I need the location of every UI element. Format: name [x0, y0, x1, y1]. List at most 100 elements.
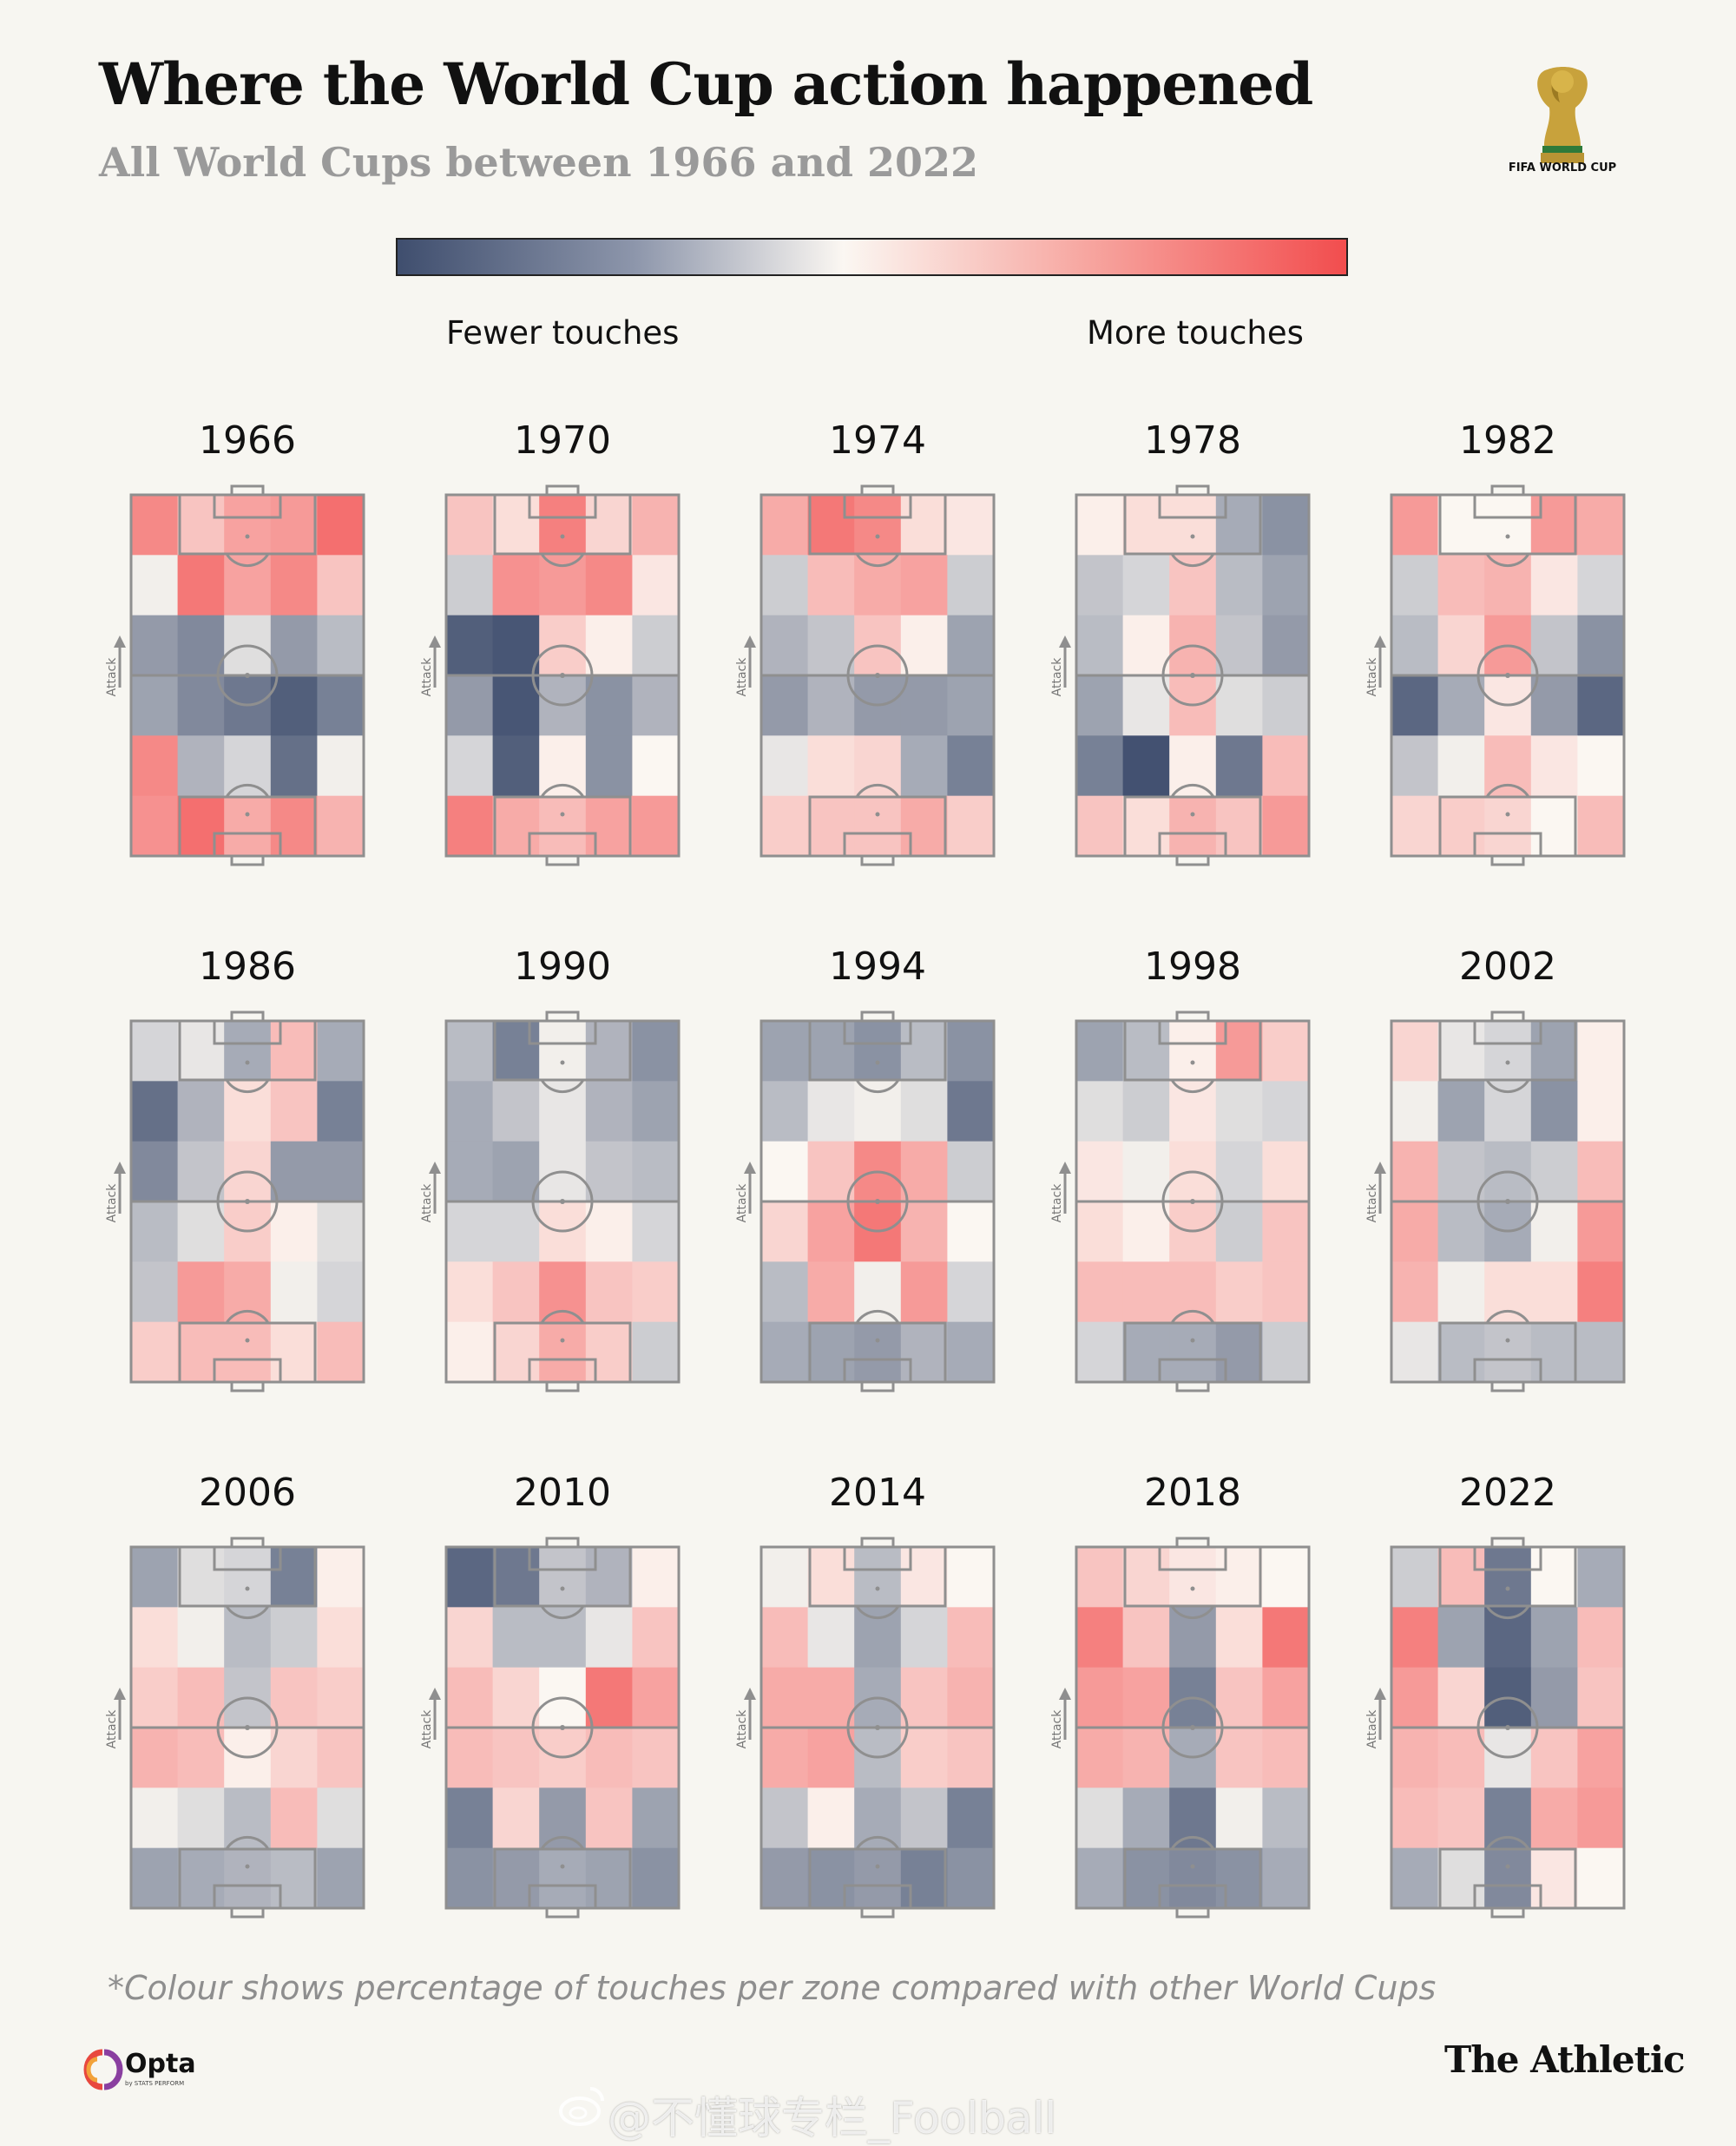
zone-cell — [270, 675, 318, 736]
the-athletic-logo: The Athletic — [1444, 2038, 1686, 2081]
zone-cell — [1391, 555, 1439, 616]
penalty-arc — [1485, 1309, 1530, 1324]
goal — [860, 1010, 895, 1023]
zone-cell — [446, 1728, 494, 1788]
zone-cell — [131, 495, 179, 556]
penalty-arc — [540, 783, 585, 798]
zone-cell — [1076, 1667, 1124, 1728]
pitch-2018: 2018 Attack — [1050, 1471, 1311, 1919]
zone-cell — [761, 615, 809, 676]
zone-cell — [177, 615, 225, 676]
zone-cell — [224, 555, 272, 616]
penalty-spot — [875, 534, 880, 539]
zone-cell — [1437, 1201, 1485, 1262]
zone-cell — [1437, 495, 1485, 556]
zone-cell — [1122, 1728, 1170, 1788]
pitch-1966: 1966 Attack — [105, 418, 365, 866]
pitch-1994: 1994 Attack — [735, 945, 996, 1392]
zone-cell — [1530, 795, 1578, 857]
zone-cell — [947, 1141, 995, 1202]
zone-cell — [1215, 1847, 1263, 1909]
zone-cell — [585, 1021, 633, 1082]
penalty-arc — [1485, 1079, 1530, 1094]
zone-cell — [1122, 1261, 1170, 1323]
zone-cell — [900, 675, 948, 736]
zone-cell — [947, 1547, 995, 1608]
zone-cell — [1530, 1547, 1578, 1608]
zone-cell — [947, 615, 995, 676]
zone-cell — [1391, 1141, 1439, 1202]
zone-cell — [900, 615, 948, 676]
zone-cell — [585, 1547, 633, 1608]
zone-cell — [539, 1607, 587, 1669]
zone-cell — [317, 735, 365, 797]
zone-cell — [270, 1547, 318, 1608]
zone-cell — [492, 1261, 540, 1323]
attack-label: Attack — [1365, 657, 1379, 697]
zone-cell — [1530, 1081, 1578, 1142]
zone-cell — [632, 1607, 680, 1669]
zone-cell — [1262, 1787, 1310, 1849]
zone-cell — [131, 795, 179, 857]
zone-cell — [807, 1321, 855, 1383]
zone-cell — [539, 795, 587, 857]
zone-cell — [585, 1201, 633, 1262]
zone-cell — [270, 1847, 318, 1909]
zone-cell — [585, 1667, 633, 1728]
attack-label: Attack — [420, 1709, 434, 1749]
attack-arrow-head — [429, 635, 441, 648]
attack-arrow-head — [1059, 635, 1071, 648]
zone-cell — [270, 555, 318, 616]
zone-cell — [446, 675, 494, 736]
zone-cell — [1437, 615, 1485, 676]
zone-cell — [446, 1261, 494, 1323]
zone-cell — [947, 795, 995, 857]
zone-cell — [900, 495, 948, 556]
penalty-spot — [560, 1586, 565, 1591]
zone-cell — [1437, 555, 1485, 616]
zone-cell — [632, 1021, 680, 1082]
zone-cell — [1076, 1081, 1124, 1142]
zone-cell — [492, 1321, 540, 1383]
zone-cell — [1437, 735, 1485, 797]
penalty-arc — [225, 1605, 270, 1620]
zone-cell — [270, 795, 318, 857]
zone-cell — [807, 1547, 855, 1608]
zone-cell — [317, 1847, 365, 1909]
zone-cell — [492, 795, 540, 857]
zone-cell — [539, 1321, 587, 1383]
zone-cell — [1484, 1607, 1532, 1669]
penalty-spot — [1505, 534, 1510, 539]
zone-cell — [1076, 795, 1124, 857]
zone-cell — [224, 735, 272, 797]
attack-arrow-head — [1059, 1688, 1071, 1700]
zone-cell — [761, 1728, 809, 1788]
world-cup-logo-text: FIFA WORLD CUP — [1508, 161, 1617, 174]
penalty-arc — [225, 1835, 270, 1850]
zone-cell — [270, 1607, 318, 1669]
zone-cell — [1076, 1201, 1124, 1262]
zone-cell — [1391, 1607, 1439, 1669]
footnote: *Colour shows percentage of touches per … — [108, 1969, 1437, 2007]
zone-cell — [177, 795, 225, 857]
zone-cell — [632, 795, 680, 857]
zone-cell — [539, 1081, 587, 1142]
zone-cell — [131, 1021, 179, 1082]
goal — [230, 484, 265, 497]
zone-cell — [270, 1787, 318, 1849]
penalty-spot — [1505, 1586, 1510, 1591]
zone-cell — [539, 1787, 587, 1849]
zone-cell — [1169, 795, 1217, 857]
zone-cell — [854, 1081, 902, 1142]
pitch-1974: 1974 Attack — [735, 418, 996, 866]
zone-cell — [1484, 735, 1532, 797]
zone-cell — [1122, 1787, 1170, 1849]
zone-cell — [632, 1847, 680, 1909]
goal — [860, 1380, 895, 1392]
zone-cell — [854, 495, 902, 556]
goal — [1490, 1010, 1525, 1023]
zone-cell — [761, 1787, 809, 1849]
zone-cell — [1391, 615, 1439, 676]
zone-cell — [317, 1321, 365, 1383]
zone-cell — [947, 1667, 995, 1728]
